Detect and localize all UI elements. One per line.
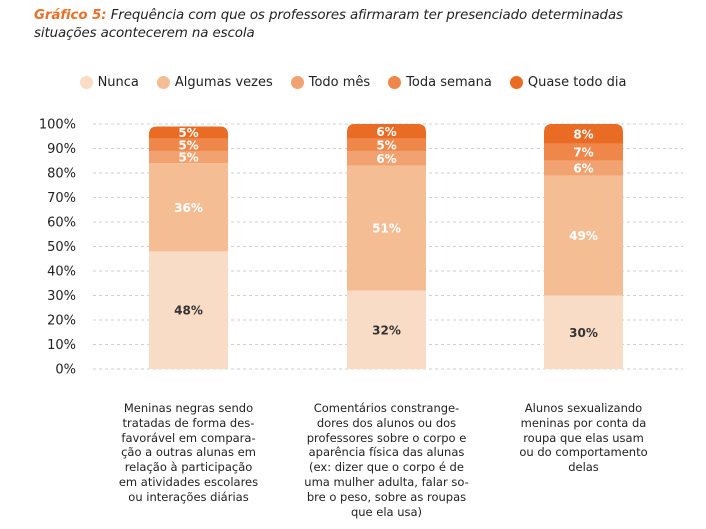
bar-segment — [347, 290, 426, 369]
legend-item: Nunca — [79, 75, 139, 90]
y-tick-label: 20% — [47, 314, 76, 329]
bar-segment — [544, 160, 623, 176]
x-category-label-line: bre o peso, sobre as roupas — [306, 489, 467, 504]
bar-segment — [149, 163, 228, 252]
data-label: 8% — [573, 127, 593, 141]
bar-stack — [149, 126, 228, 369]
y-tick-label: 90% — [47, 142, 76, 157]
x-category-label-line: delas — [568, 460, 599, 475]
bar-segment — [149, 150, 228, 164]
x-category-label-line: em atividades escolares — [118, 474, 259, 489]
legend: Nunca Algumas vezes Todo mês Toda semana Qua… — [0, 75, 706, 90]
legend-dot-icon — [388, 76, 402, 89]
bar-segment — [347, 150, 426, 166]
data-label: 7% — [573, 146, 593, 160]
x-category-label-line: professores sobre o corpo e — [306, 430, 467, 445]
data-label: 51% — [372, 222, 401, 236]
y-tick-label: 60% — [47, 216, 76, 231]
x-category-label-line: meninas por conta da — [520, 415, 647, 430]
y-tick-label: 80% — [47, 167, 76, 182]
x-category-label-line: (ex: dizer que o corpo é de — [309, 460, 464, 475]
legend-label: Algumas vezes — [174, 75, 273, 90]
y-tick-label: 0% — [55, 363, 76, 378]
y-tick-label: 50% — [47, 240, 76, 255]
x-category-label-line: ou do comportamento — [519, 445, 648, 460]
x-category-label-line: Comentários constrange- — [313, 401, 460, 415]
x-category-label-line: Alunos sexualizando — [524, 401, 643, 415]
legend-dot-icon — [509, 76, 523, 89]
legend-item: Quase todo dia — [509, 75, 627, 90]
bar-segment — [544, 175, 623, 296]
bar-segment — [544, 143, 623, 161]
bar-segment — [347, 138, 426, 151]
data-label: 49% — [569, 229, 598, 243]
chart-title-text: Frequência com que os professores afirma… — [34, 8, 623, 41]
legend-dot-icon — [290, 76, 304, 89]
legend-dot-icon — [156, 76, 170, 89]
x-category-label-line: roupa que elas usam — [523, 430, 644, 445]
data-label: 30% — [569, 326, 598, 340]
x-category-label-line: que ela usa) — [350, 504, 423, 519]
data-label: 5% — [376, 138, 396, 152]
bar-segment — [149, 126, 228, 139]
bar-segment — [149, 251, 228, 369]
x-category-label-line: aparência física das alunas — [308, 445, 465, 460]
data-label: 5% — [178, 151, 198, 165]
bar-segment — [544, 295, 623, 369]
data-label: 6% — [376, 152, 396, 166]
bar-stack — [544, 124, 623, 369]
legend-label: Nunca — [97, 75, 139, 90]
x-category-label-line: dores dos alunos ou dos — [316, 415, 457, 430]
x-category-label-line: relação à participação — [124, 460, 253, 475]
data-label: 5% — [178, 138, 198, 152]
bar-segment — [347, 165, 426, 291]
x-category-label-line: tratadas de forma des- — [122, 415, 255, 430]
legend-label: Toda semana — [406, 75, 492, 90]
y-tick-label: 30% — [47, 289, 76, 304]
data-label: 6% — [573, 162, 593, 176]
legend-item: Todo mês — [290, 75, 371, 90]
y-tick-label: 40% — [47, 265, 76, 280]
x-category-label: Alunos sexualizando meninas por conta da r… — [489, 401, 679, 475]
data-label: 5% — [178, 126, 198, 140]
x-category-label-line: ção a outras alunas em — [121, 445, 256, 460]
y-tick-label: 70% — [47, 191, 76, 206]
y-tick-label: 10% — [47, 338, 76, 353]
y-tick-label: 100% — [39, 118, 76, 133]
x-category-label: Meninas negras sendo tratadas de forma de… — [94, 401, 284, 505]
data-label: 48% — [174, 304, 203, 318]
x-category-label-line: Meninas negras sendo — [123, 401, 254, 415]
chart-title: Gráfico 5: Frequência com que os profess… — [34, 7, 684, 43]
bar-segment — [347, 124, 426, 139]
data-label: 36% — [174, 201, 203, 215]
legend-item: Toda semana — [388, 75, 492, 90]
chart-title-lead: Gráfico 5: — [34, 8, 107, 23]
x-category-label: Comentários constrange-dores dos alunos … — [292, 401, 482, 519]
data-label: 6% — [376, 125, 396, 139]
x-category-label-line: ou interações diárias — [128, 489, 249, 504]
x-category-label-line: uma mulher adulta, falar so- — [304, 474, 469, 489]
data-label: 32% — [372, 323, 401, 337]
bar-segment — [544, 124, 623, 144]
legend-label: Todo mês — [308, 75, 371, 90]
legend-dot-icon — [79, 76, 93, 89]
x-category-label-line: favorável em compara- — [121, 430, 256, 445]
legend-item: Algumas vezes — [156, 75, 273, 90]
legend-label: Quase todo dia — [527, 75, 627, 90]
bar-segment — [149, 138, 228, 151]
bar-stack — [347, 124, 426, 369]
